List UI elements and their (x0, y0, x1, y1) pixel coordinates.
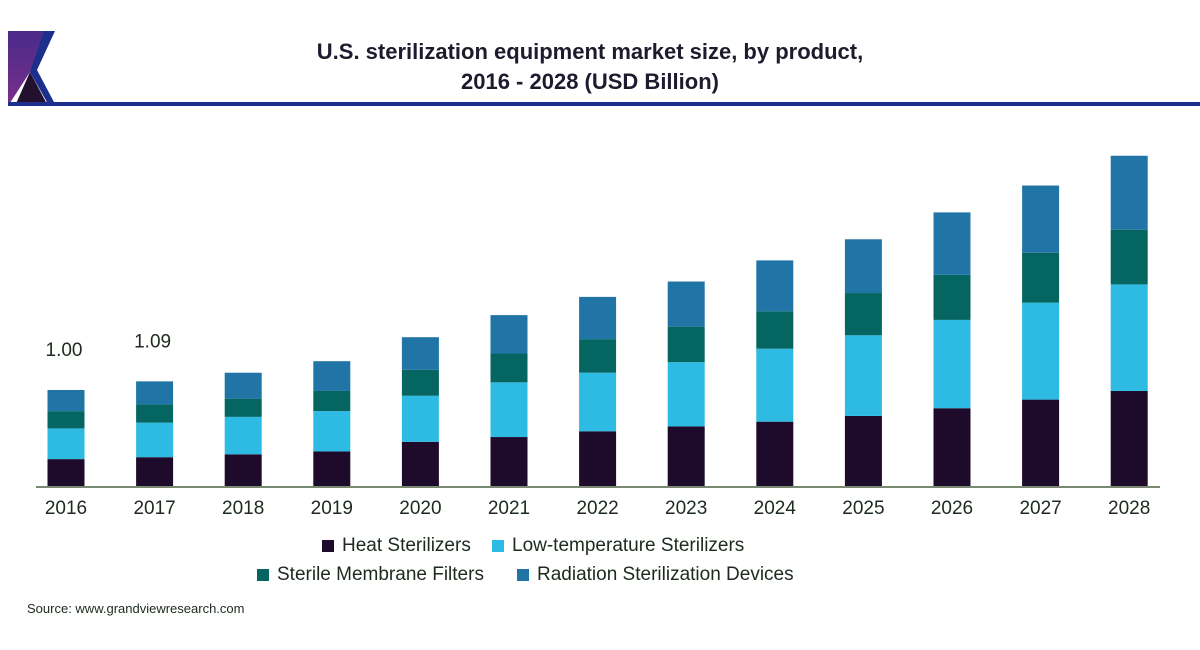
legend-swatch-radiation (517, 569, 529, 581)
bar-segment-radiation-2021 (490, 315, 528, 354)
bar-segment-membrane-2017 (136, 404, 174, 423)
bar-segment-heat-2027 (1022, 399, 1060, 486)
bar-segment-heat-2017 (136, 457, 174, 486)
bar-segment-low-temp-2018 (224, 416, 262, 455)
legend-swatch-heat (322, 540, 334, 552)
legend-label: Radiation Sterilization Devices (537, 564, 794, 585)
bar-segment-membrane-2024 (756, 311, 794, 349)
bar-segment-membrane-2022 (579, 339, 617, 373)
bar-segment-radiation-2018 (224, 372, 262, 399)
bar-segment-radiation-2024 (756, 260, 794, 312)
x-tick-label: 2023 (665, 498, 707, 519)
x-tick-label: 2026 (931, 498, 973, 519)
bar-segment-low-temp-2023 (667, 362, 705, 427)
chart-title-line1: U.S. sterilization equipment market size… (316, 39, 864, 64)
bar-segment-radiation-2019 (313, 361, 351, 391)
bar-segment-heat-2016 (47, 459, 85, 486)
data-label-2016: 1.00 (46, 340, 83, 361)
bar-segment-radiation-2017 (136, 381, 174, 405)
bar-segment-low-temp-2026 (933, 319, 971, 409)
x-tick-label: 2022 (576, 498, 618, 519)
x-tick-label: 2016 (45, 498, 87, 519)
legend-item-membrane: Sterile Membrane Filters (257, 564, 484, 586)
bar-segment-radiation-2020 (401, 337, 439, 370)
x-tick-label: 2024 (754, 498, 797, 519)
source-note: Source: www.grandviewresearch.com (27, 601, 245, 616)
chart-title-line2: 2016 - 2028 (USD Billion) (461, 69, 719, 94)
bar-segment-membrane-2023 (667, 326, 705, 363)
bar-segment-membrane-2021 (490, 353, 528, 383)
x-tick-label: 2021 (488, 498, 530, 519)
bar-segment-radiation-2016 (47, 390, 85, 412)
bar-segment-heat-2025 (844, 415, 882, 486)
bar-segment-radiation-2025 (844, 239, 882, 294)
bar-segment-radiation-2027 (1022, 185, 1060, 253)
bar-segment-heat-2019 (313, 451, 351, 486)
bar-segment-low-temp-2020 (401, 395, 439, 442)
legend-label: Sterile Membrane Filters (277, 564, 484, 585)
x-tick-label: 2018 (222, 498, 264, 519)
bar-segment-membrane-2028 (1110, 229, 1148, 285)
bar-segment-low-temp-2025 (844, 335, 882, 416)
bar-segment-low-temp-2024 (756, 348, 794, 422)
x-tick-label: 2020 (399, 498, 441, 519)
x-tick-label: 2028 (1108, 498, 1150, 519)
grandview-logo (8, 31, 1200, 106)
bar-segment-membrane-2018 (224, 398, 262, 417)
bar-segment-membrane-2016 (47, 411, 85, 429)
bar-segment-low-temp-2027 (1022, 302, 1060, 400)
logo-shape-lower (15, 72, 48, 106)
bar-segment-low-temp-2022 (579, 372, 617, 432)
bar-segment-heat-2018 (224, 454, 262, 486)
bar-segment-membrane-2027 (1022, 252, 1060, 303)
x-tick-label: 2019 (311, 498, 353, 519)
bar-segment-membrane-2025 (844, 293, 882, 336)
legend-item-low-temp: Low-temperature Sterilizers (492, 535, 744, 557)
logo-chevron (30, 31, 55, 104)
bar-segment-heat-2026 (933, 408, 971, 486)
bar-segment-membrane-2019 (313, 390, 351, 412)
bar-segment-membrane-2026 (933, 274, 971, 320)
legend-item-heat: Heat Sterilizers (322, 535, 471, 557)
legend-label: Heat Sterilizers (342, 535, 471, 556)
bar-segment-low-temp-2016 (47, 428, 85, 460)
x-tick-label: 2027 (1019, 498, 1061, 519)
data-label-2017: 1.09 (134, 331, 171, 352)
bar-segment-heat-2023 (667, 426, 705, 486)
x-tick-label: 2025 (842, 498, 884, 519)
x-tick-label: 2017 (133, 498, 175, 519)
bar-segment-low-temp-2021 (490, 382, 528, 438)
bar-segment-radiation-2023 (667, 281, 705, 327)
bar-segment-low-temp-2028 (1110, 284, 1148, 391)
legend-item-radiation: Radiation Sterilization Devices (517, 564, 794, 586)
bar-segment-heat-2020 (401, 441, 439, 486)
bar-segment-membrane-2020 (401, 369, 439, 396)
bar-segment-heat-2022 (579, 431, 617, 486)
bar-segment-low-temp-2017 (136, 422, 174, 458)
bar-segment-heat-2021 (490, 437, 528, 486)
legend-swatch-low-temp (492, 540, 504, 552)
bar-segment-heat-2028 (1110, 390, 1148, 486)
legend-label: Low-temperature Sterilizers (512, 535, 745, 556)
bar-segment-low-temp-2019 (313, 411, 351, 452)
stacked-bar-chart: 2016 2017 2018 2019 2020 2021 2022 2023 2024 2025… (36, 155, 1160, 519)
header-rule (8, 102, 1200, 106)
bar-segment-heat-2024 (756, 421, 794, 486)
bar-segment-radiation-2026 (933, 212, 971, 275)
bar-segment-radiation-2028 (1110, 155, 1148, 230)
bar-segment-radiation-2022 (579, 296, 617, 340)
legend-swatch-membrane (257, 569, 269, 581)
